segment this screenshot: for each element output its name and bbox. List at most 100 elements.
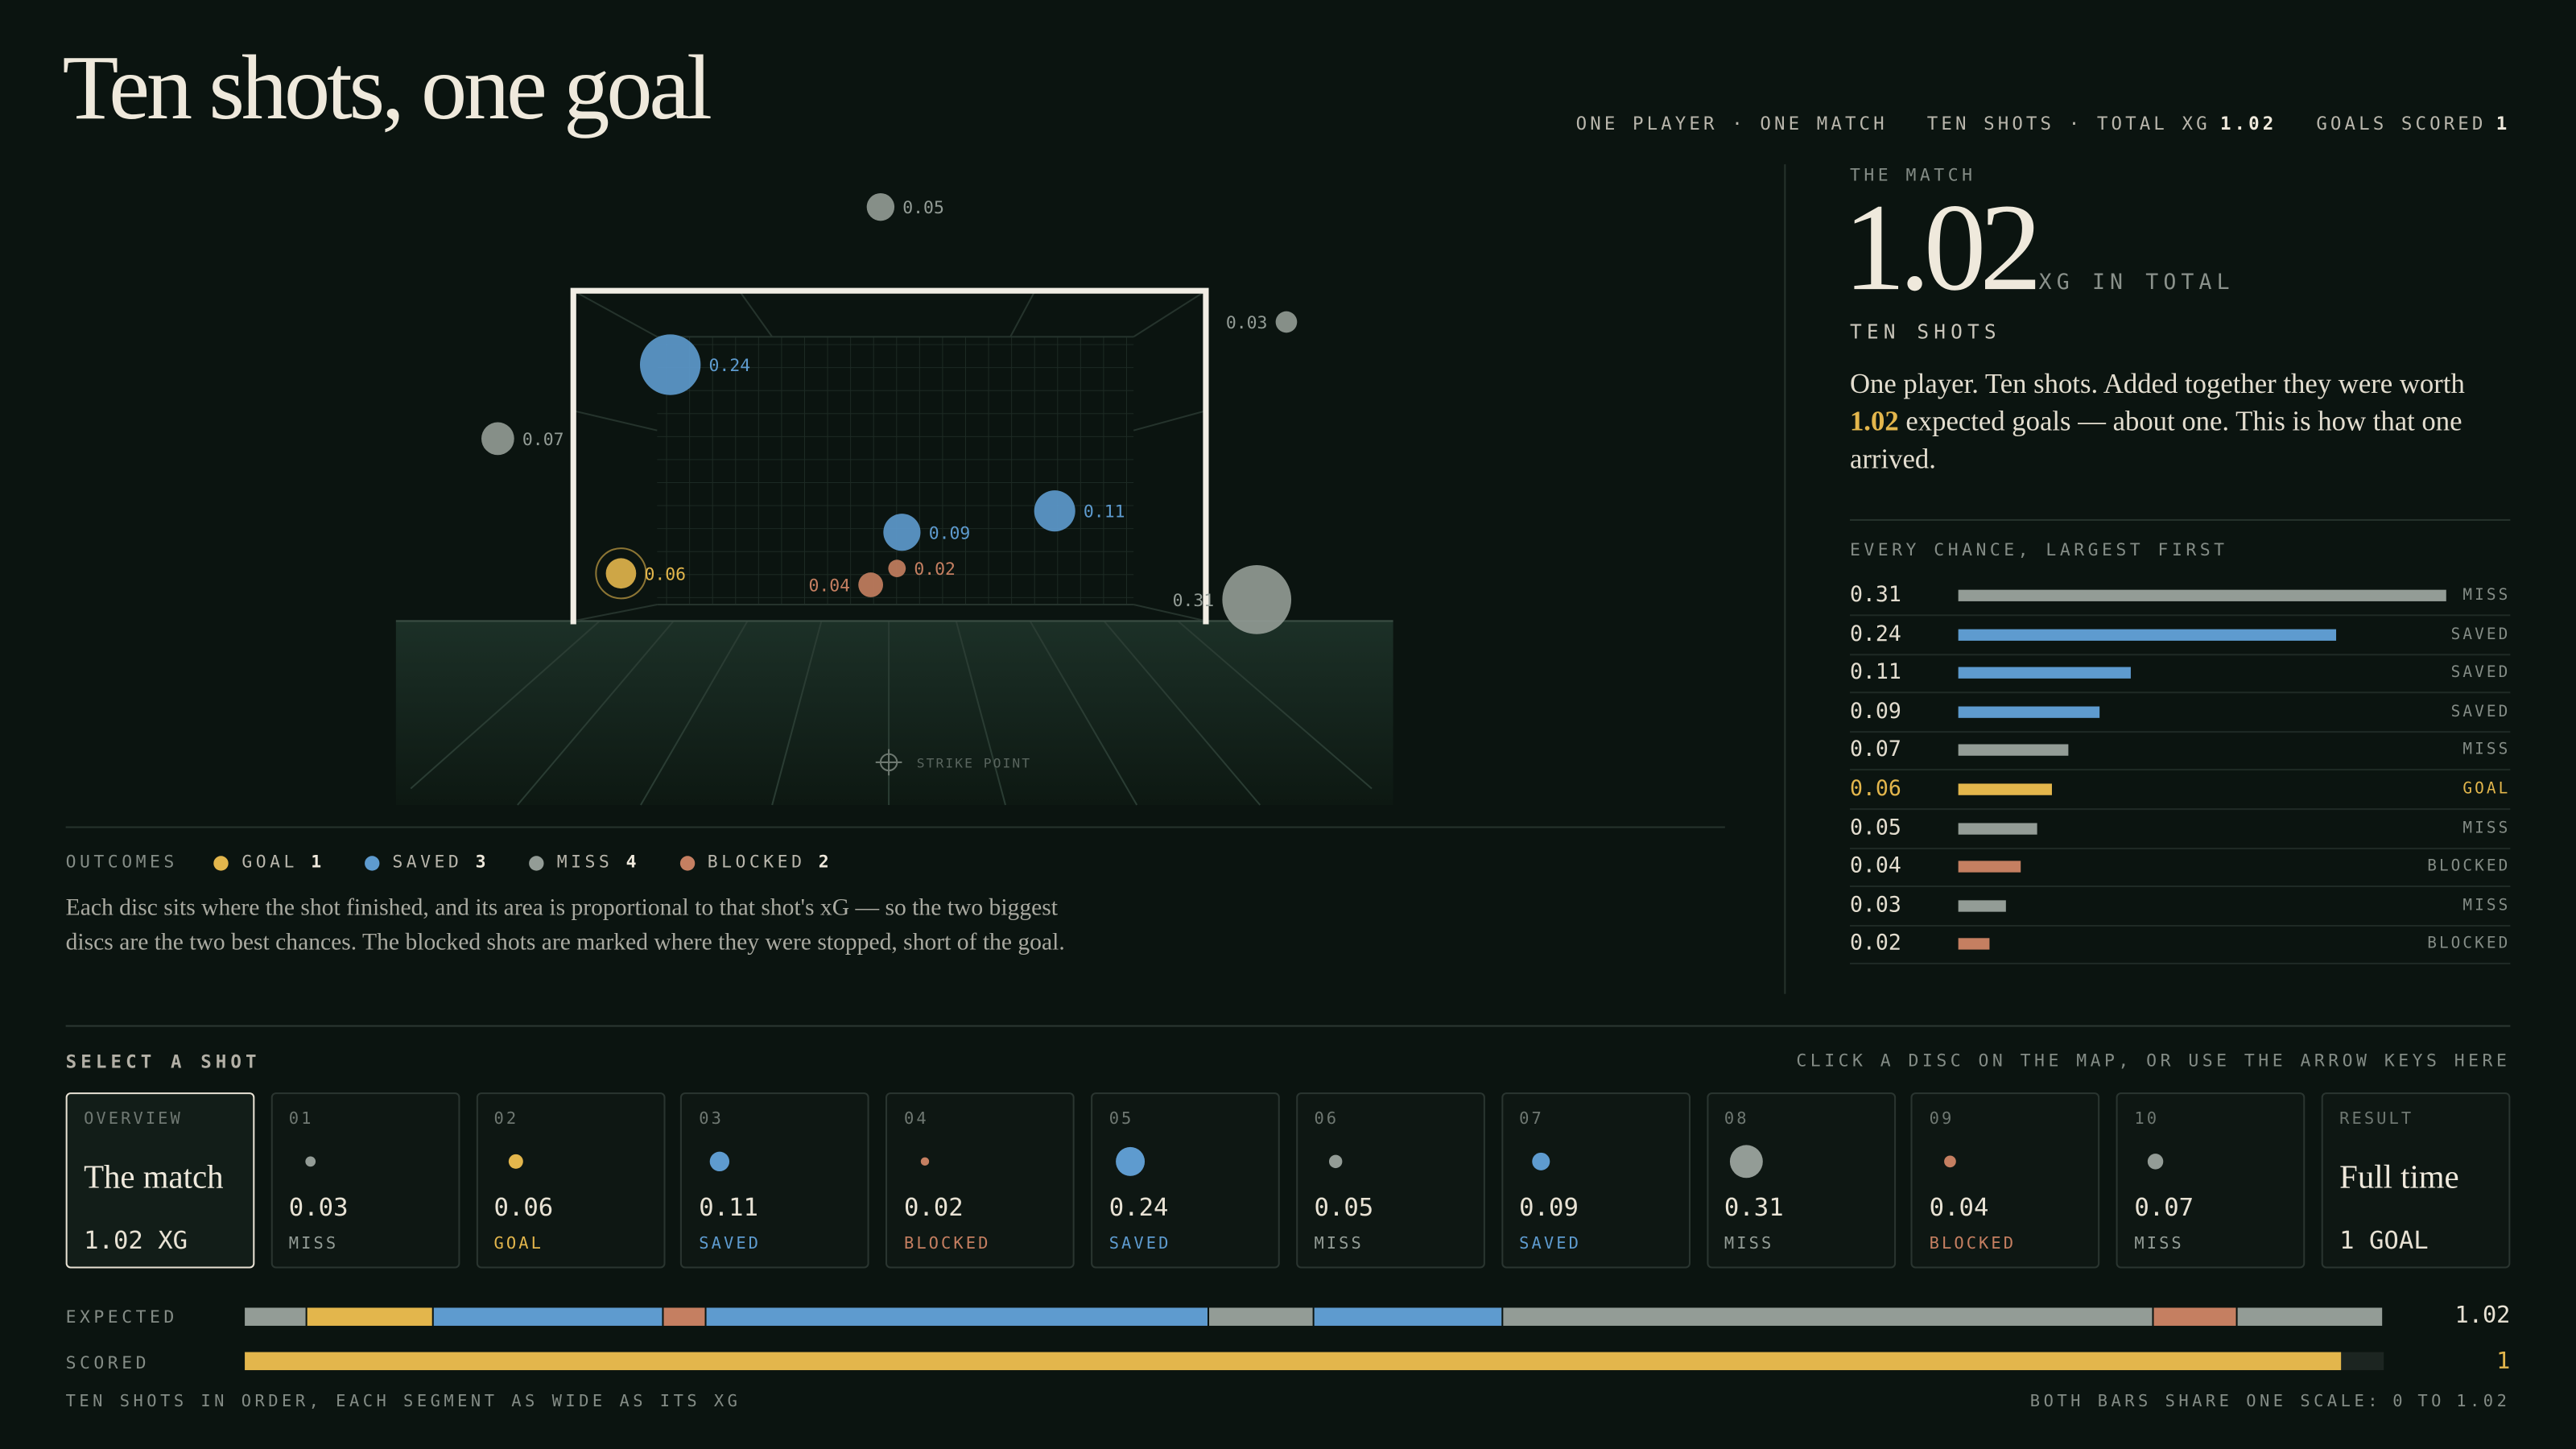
shot-disc[interactable] [481, 422, 514, 456]
shot-label: 0.07 [522, 430, 564, 450]
card-kicker: RESULT [2339, 1110, 2414, 1129]
rank-outcome: SAVED [2450, 703, 2511, 721]
goal-ring [595, 547, 647, 600]
card-disc [1328, 1154, 1343, 1169]
rank-outcome: MISS [2462, 741, 2511, 760]
rank-rule [1849, 691, 2511, 694]
card-xg: 0.31 [1724, 1192, 1784, 1223]
shot-card[interactable]: 08 0.31 MISS [1706, 1092, 1896, 1269]
card-disc [710, 1151, 730, 1172]
shot-card[interactable]: 05 0.24 SAVED [1091, 1092, 1280, 1269]
unit: GOAL [2368, 1225, 2429, 1256]
shot-card[interactable]: 02 0.06 GOAL [476, 1092, 665, 1269]
card-disc-wrap [508, 1154, 523, 1169]
shot-map: STRIKE POINT 0.03 0.06 0.11 0.02 0.24 0.05 0.0… [395, 192, 1393, 806]
expected-segment [433, 1307, 663, 1326]
card-outcome: MISS [288, 1235, 339, 1254]
rank-value: 0.02 [1849, 931, 1901, 957]
shot-card[interactable]: 09 0.04 BLOCKED [1911, 1092, 2100, 1269]
card-disc [921, 1157, 930, 1166]
rank-rule [1849, 808, 2511, 811]
card-xg: 0.11 [699, 1192, 758, 1223]
card-outcome: BLOCKED [1929, 1235, 2017, 1254]
shot-disc[interactable] [883, 514, 921, 551]
summary-card[interactable]: RESULT Full time 1 GOAL [2321, 1092, 2511, 1269]
card-index: 06 [1314, 1110, 1340, 1129]
shot-label: 0.11 [1084, 502, 1125, 522]
rank-bar [1958, 745, 2069, 757]
value: 1 [2339, 1225, 2355, 1256]
shot-disc[interactable] [605, 558, 637, 589]
summary-card[interactable]: OVERVIEW The match 1.02 XG [65, 1092, 255, 1269]
legend-count: 1 [311, 852, 325, 873]
shot-disc[interactable] [1275, 311, 1298, 333]
expected-segment [2153, 1307, 2235, 1326]
expected-label: EXPECTED [65, 1307, 178, 1327]
text: 1.02 [2456, 1393, 2511, 1412]
shot-label: 0.04 [808, 576, 850, 597]
rank-outcome: BLOCKED [2427, 857, 2511, 877]
expected-segment [1209, 1307, 1313, 1326]
rank-bar [1958, 706, 2100, 718]
shot-disc[interactable] [639, 334, 701, 395]
shot-disc[interactable] [858, 572, 884, 597]
summary-text: One player. Ten shots. Added together th… [1850, 365, 2507, 478]
card-disc [1116, 1146, 1146, 1176]
card-disc-wrap [2148, 1154, 2164, 1170]
pitch [395, 621, 1393, 805]
scored-total: 1 [2496, 1348, 2511, 1376]
card-xg: 0.04 [1929, 1192, 1989, 1223]
shot-disc[interactable] [1222, 565, 1292, 634]
big-total: 1.02 [1843, 179, 2042, 317]
goal-frame [570, 287, 1209, 625]
card-title: Full time [2339, 1159, 2459, 1196]
shot-disc[interactable] [1034, 490, 1075, 532]
subhead: TEN SHOTS [1849, 320, 2001, 344]
card-outcome: BLOCKED [903, 1235, 991, 1254]
shot-card[interactable]: 03 0.11 SAVED [680, 1092, 870, 1269]
rank-rule [1849, 730, 2511, 733]
scale-note: BOTH BARS SHARE ONE SCALE: 0 TO 1.02 [2030, 1393, 2511, 1411]
card-disc-wrap [1728, 1145, 1762, 1179]
expected-segment [2236, 1307, 2383, 1326]
card-disc [508, 1154, 523, 1169]
card-xg: 0.07 [2134, 1192, 2194, 1223]
card-disc [2148, 1154, 2164, 1170]
card-index: 03 [699, 1110, 724, 1129]
card-outcome: MISS [1724, 1235, 1774, 1254]
rank-bar [1958, 667, 2132, 679]
card-disc-wrap [1531, 1152, 1550, 1170]
shot-card[interactable]: 07 0.09 SAVED [1501, 1092, 1690, 1269]
rank-rule [1849, 614, 2511, 617]
card-outcome: SAVED [699, 1235, 762, 1254]
expected-segment [245, 1307, 307, 1326]
big-unit: XG IN TOTAL [2038, 270, 2235, 296]
card-index: 05 [1108, 1110, 1134, 1129]
card-disc [1531, 1152, 1550, 1170]
rank-value: 0.04 [1849, 854, 1901, 880]
legend: OUTCOMES GOAL 1 SAVED 3 MISS 4 BLOCKED 2 [66, 852, 859, 872]
rank-outcome: GOAL [2462, 780, 2511, 799]
rank-rule [1849, 653, 2511, 655]
rank-outcome: MISS [2462, 586, 2511, 605]
card-index: 02 [493, 1110, 519, 1129]
shot-card[interactable]: 04 0.02 BLOCKED [886, 1092, 1075, 1269]
legend-dot [679, 855, 695, 870]
card-xg: 0.03 [288, 1192, 349, 1223]
meta-value: 1.02 [2219, 113, 2277, 135]
shot-disc[interactable] [888, 559, 906, 578]
card-disc [304, 1156, 316, 1167]
card-outcome: SAVED [1519, 1235, 1581, 1254]
strike-marker [875, 749, 902, 776]
card-index: 10 [2134, 1110, 2160, 1129]
expected-segment [308, 1307, 432, 1326]
card-outcome: GOAL [493, 1235, 543, 1254]
legend-dot [213, 855, 229, 870]
rank-value: 0.24 [1849, 621, 1901, 647]
shot-card[interactable]: 06 0.05 MISS [1296, 1092, 1485, 1269]
rank-value: 0.07 [1849, 738, 1901, 763]
shot-card[interactable]: 01 0.03 MISS [270, 1092, 460, 1269]
shot-card[interactable]: 10 0.07 MISS [2116, 1092, 2306, 1269]
unit: XG [158, 1225, 188, 1256]
shot-disc[interactable] [866, 192, 895, 221]
